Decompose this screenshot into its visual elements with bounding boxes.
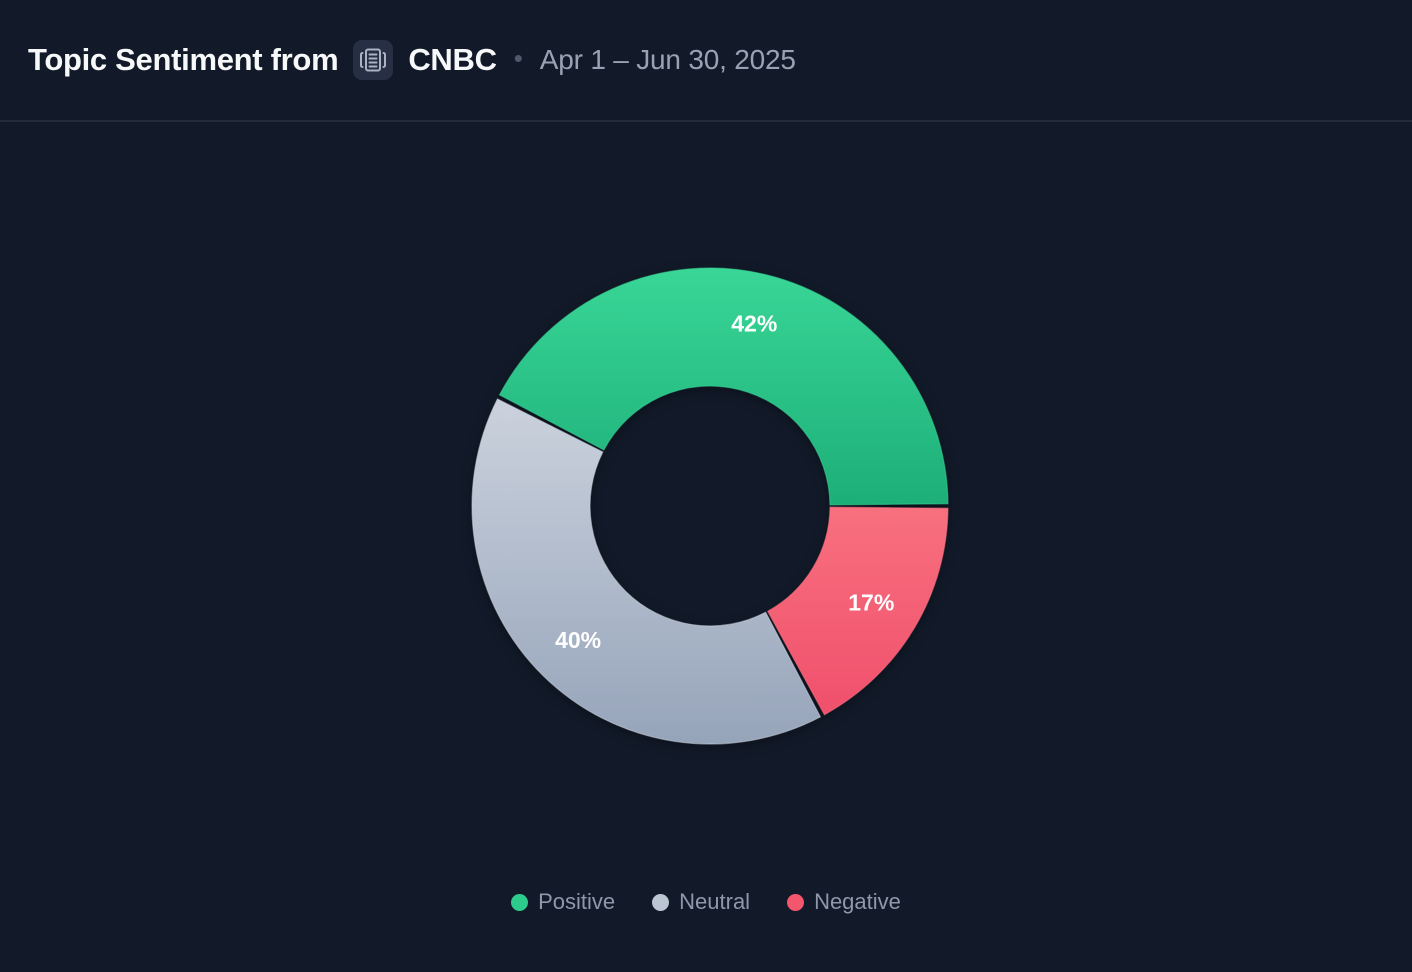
legend-item-positive[interactable]: Positive [511,889,615,915]
panel-title: Topic Sentiment from CNBC [28,40,497,80]
legend-label-neutral: Neutral [679,889,751,914]
date-range: Apr 1 – Jun 30, 2025 [539,44,796,75]
separator-dot: • [513,43,523,73]
slice-label-neutral: 40% [555,627,601,653]
legend-item-negative[interactable]: Negative [787,889,901,915]
slice-positive[interactable] [498,267,949,506]
legend-label-positive: Positive [538,889,616,914]
legend-dot-positive [511,893,529,911]
panel-header: Topic Sentiment from CNBC • Apr 1 – [0,0,1412,122]
slice-label-negative: 17% [848,590,894,616]
chart-legend: Positive Neutral Negative [0,889,1412,915]
legend-dot-neutral [652,893,670,911]
legend-dot-negative [787,893,805,911]
newspaper-icon [353,40,394,80]
legend-label-negative: Negative [814,889,901,914]
panel-title-text: Topic Sentiment from [28,42,339,77]
slice-neutral[interactable] [471,398,822,745]
slice-negative[interactable] [766,506,949,716]
slice-label-positive: 42% [731,310,777,336]
source-name: CNBC [408,42,497,77]
legend-item-neutral[interactable]: Neutral [652,889,750,915]
